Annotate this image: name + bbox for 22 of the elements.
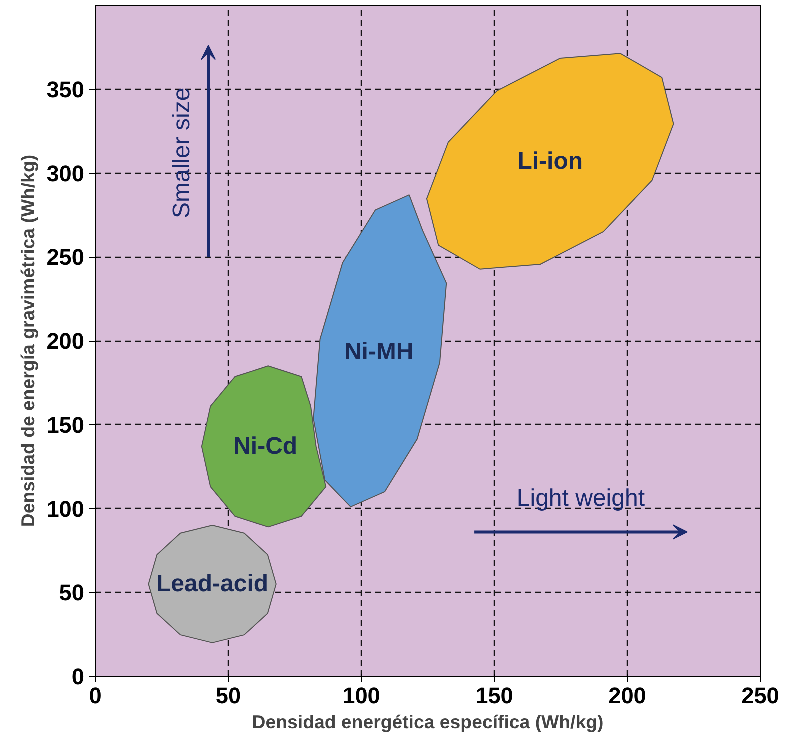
series-label: Lead-acid (156, 570, 269, 598)
y-tick-label: 350 (46, 76, 85, 102)
annotation: Smaller size (168, 88, 196, 218)
x-tick-label: 200 (608, 682, 646, 708)
x-tick-label: 0 (89, 682, 102, 708)
series-label: Li-ion (518, 148, 584, 176)
annotation: Light weight (516, 485, 646, 512)
y-axis-title: Densidad de energía gravimétrica (Wh/kg) (18, 154, 39, 528)
x-tick-label: 100 (342, 682, 380, 708)
x-tick-label: 150 (476, 682, 514, 708)
y-tick-label: 150 (46, 412, 85, 438)
y-tick-label: 50 (59, 580, 84, 606)
y-tick-label: 200 (46, 328, 85, 354)
x-tick-label: 50 (216, 682, 242, 708)
y-tick-label: 250 (46, 244, 85, 270)
x-tick-label: 250 (742, 682, 780, 708)
y-tick-label: 0 (72, 664, 85, 690)
series-label: Ni-Cd (234, 433, 298, 460)
x-axis-title: Densidad energética específica (Wh/kg) (252, 712, 604, 732)
y-tick-label: 100 (46, 496, 85, 522)
y-tick-label: 300 (46, 160, 85, 186)
series-label: Ni-MH (344, 338, 414, 366)
